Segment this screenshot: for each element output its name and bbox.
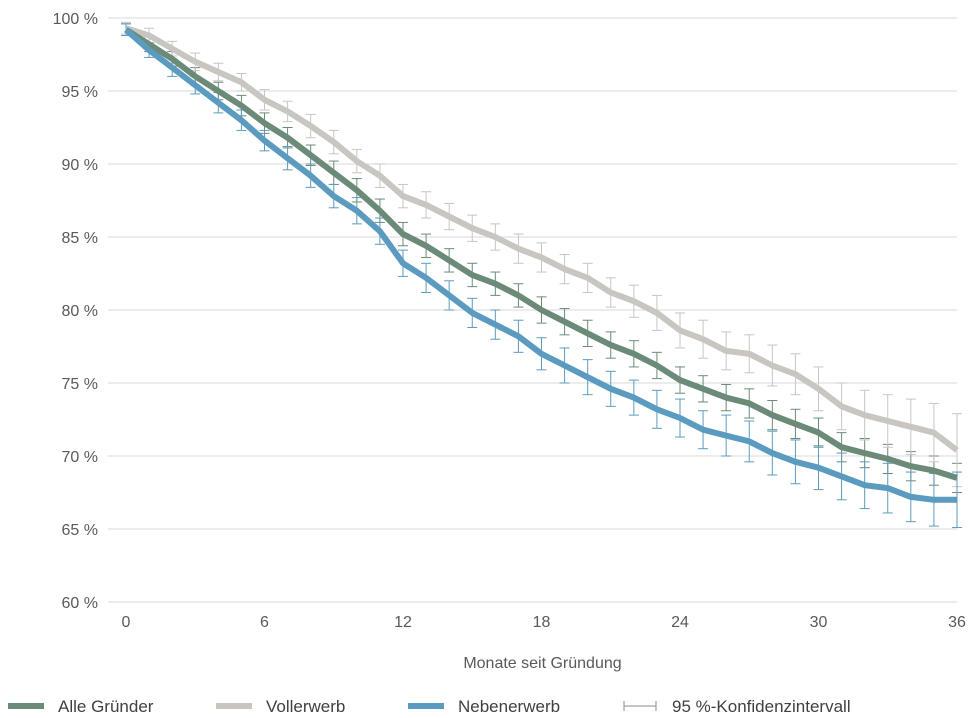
legend-item: Vollerwerb (216, 697, 345, 716)
y-tick-label: 75 % (62, 376, 98, 393)
confidence-intervals (121, 21, 962, 529)
x-tick-label: 36 (948, 614, 966, 631)
legend-item: Nebenerwerb (408, 697, 560, 716)
legend: Alle Gründer Vollerwerb Nebenerwerb 95 %-Ko… (8, 697, 851, 716)
series-lines (124, 25, 959, 503)
y-axis-ticks: 60 % 65 % 70 % 75 % 80 % 85 % 90 % 95 % 100 % (53, 11, 98, 612)
gridlines (108, 17, 957, 603)
series-line-vollerwerb (125, 25, 959, 453)
y-tick-label: 85 % (62, 230, 98, 247)
x-tick-label: 12 (394, 614, 412, 631)
legend-errorbar-icon (623, 701, 657, 711)
x-tick-label: 30 (810, 614, 828, 631)
series-line-alle-grnder (124, 27, 958, 481)
y-tick-label: 100 % (53, 11, 98, 28)
y-tick-label: 90 % (62, 157, 98, 174)
x-axis-title: Monate seit Gründung (463, 655, 621, 672)
legend-label: Nebenerwerb (458, 697, 560, 716)
x-tick-label: 0 (122, 614, 131, 631)
legend-label: 95 %-Konfidenzintervall (672, 697, 851, 716)
legend-item: 95 %-Konfidenzintervall (623, 697, 851, 716)
legend-label: Alle Gründer (58, 697, 154, 716)
legend-label: Vollerwerb (266, 697, 345, 716)
x-tick-label: 18 (533, 614, 551, 631)
x-tick-label: 6 (260, 614, 269, 631)
y-tick-label: 80 % (62, 303, 98, 320)
legend-item: Alle Gründer (8, 697, 154, 716)
x-tick-label: 24 (671, 614, 689, 631)
series-line-nebenerwerb (124, 27, 957, 503)
y-tick-label: 65 % (62, 522, 98, 539)
x-axis-ticks: 0 6 12 18 24 30 36 (122, 614, 966, 631)
y-tick-label: 60 % (62, 595, 98, 612)
y-tick-label: 70 % (62, 449, 98, 466)
y-tick-label: 95 % (62, 84, 98, 101)
